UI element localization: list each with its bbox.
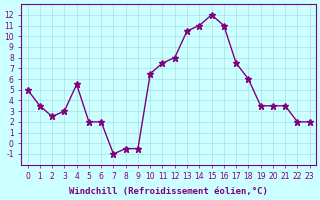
- X-axis label: Windchill (Refroidissement éolien,°C): Windchill (Refroidissement éolien,°C): [69, 187, 268, 196]
